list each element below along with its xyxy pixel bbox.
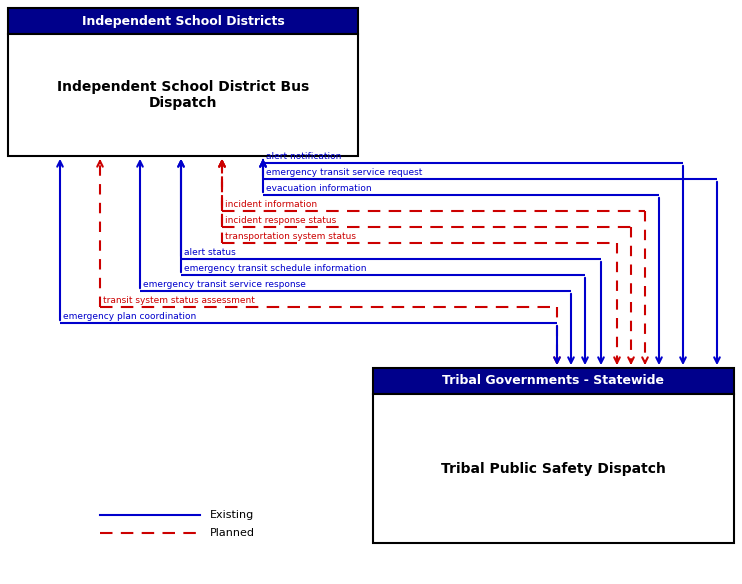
Text: Existing: Existing <box>210 510 255 520</box>
Text: Tribal Governments - Statewide: Tribal Governments - Statewide <box>442 374 665 388</box>
Text: Planned: Planned <box>210 528 255 538</box>
Text: emergency transit schedule information: emergency transit schedule information <box>184 264 367 273</box>
Text: emergency transit service response: emergency transit service response <box>143 280 306 289</box>
Bar <box>373 368 734 394</box>
Text: transportation system status: transportation system status <box>225 232 356 241</box>
Text: incident response status: incident response status <box>225 216 336 225</box>
Bar <box>8 8 358 34</box>
Bar <box>8 34 358 156</box>
Text: transit system status assessment: transit system status assessment <box>103 296 255 305</box>
Text: Independent School District Bus
Dispatch: Independent School District Bus Dispatch <box>57 80 309 110</box>
Text: Independent School Districts: Independent School Districts <box>82 15 284 27</box>
Bar <box>373 394 734 543</box>
Text: alert notification: alert notification <box>266 152 341 161</box>
Text: alert status: alert status <box>184 248 236 257</box>
Text: evacuation information: evacuation information <box>266 184 372 193</box>
Text: emergency transit service request: emergency transit service request <box>266 168 422 177</box>
Text: Tribal Public Safety Dispatch: Tribal Public Safety Dispatch <box>441 461 666 475</box>
Text: emergency plan coordination: emergency plan coordination <box>63 312 196 321</box>
Text: incident information: incident information <box>225 200 317 209</box>
